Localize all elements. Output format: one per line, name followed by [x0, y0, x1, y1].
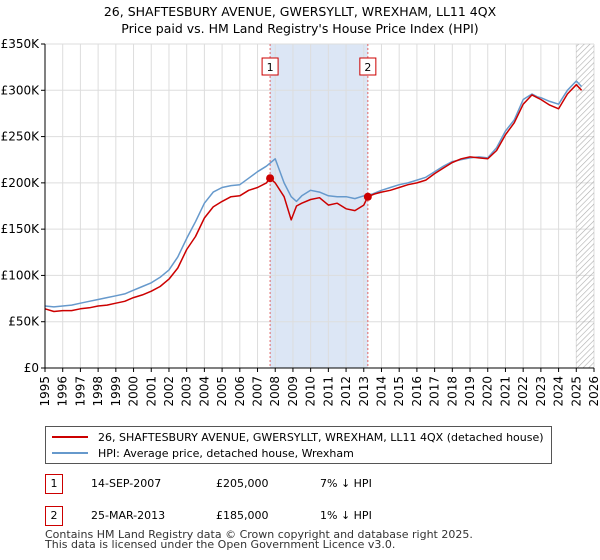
sale-price: £185,000	[216, 509, 269, 522]
x-tick-label: 2019	[463, 376, 477, 407]
chart-legend: 26, SHAFTESBURY AVENUE, GWERSYLLT, WREXH…	[45, 426, 552, 464]
table-row: 1 14-SEP-2007 £205,000 7% ↓ HPI	[45, 474, 445, 494]
sale-marker-box	[261, 57, 279, 76]
price-chart: 1 2 £0 £50K £100K £150K £200K £250K £300K £350K 1…	[1, 37, 600, 407]
sale-marker-box	[359, 57, 377, 76]
x-tick-label: 2023	[534, 376, 548, 407]
hpi-line	[44, 80, 583, 308]
sale-price: £205,000	[216, 477, 269, 490]
sale-marker-label: 2	[364, 61, 371, 74]
x-tick-label: 2008	[268, 376, 282, 407]
legend-item-property: 26, SHAFTESBURY AVENUE, GWERSYLLT, WREXH…	[52, 429, 544, 445]
footer-attribution: Contains HM Land Registry data © Crown c…	[45, 528, 473, 551]
y-tick-label: £50K	[8, 315, 40, 329]
legend-item-hpi: HPI: Average price, detached house, Wrex…	[52, 445, 354, 461]
x-tick-label: 2021	[498, 376, 512, 407]
sale-badge: 1	[45, 474, 63, 494]
x-tick-label: 1997	[73, 376, 87, 407]
x-tick-label: 2010	[304, 376, 318, 407]
legend-label-hpi: HPI: Average price, detached house, Wrex…	[98, 446, 354, 460]
x-tick-label: 1995	[38, 376, 52, 407]
x-tick-label: 2016	[410, 376, 424, 407]
x-tick-label: 1996	[56, 376, 70, 407]
sale-badge: 2	[45, 506, 63, 526]
x-tick-label: 2015	[392, 376, 406, 407]
y-tick-label: £200K	[1, 176, 41, 190]
sale-hpi-diff: 7% ↓ HPI	[320, 477, 372, 490]
x-tick-label: 2009	[286, 376, 300, 407]
property-price-line	[44, 83, 583, 313]
legend-swatch-hpi	[52, 452, 88, 454]
x-tick-label: 2012	[339, 376, 353, 407]
sale-date: 14-SEP-2007	[91, 477, 162, 490]
x-tick-label: 2020	[481, 376, 495, 407]
footer-line-2: This data is licensed under the Open Gov…	[45, 538, 396, 551]
x-tick-label: 2014	[374, 376, 388, 407]
x-tick-label: 2007	[251, 376, 265, 407]
x-tick-label: 2005	[215, 376, 229, 407]
x-tick-label: 2013	[357, 376, 371, 407]
table-row: 2 25-MAR-2013 £185,000 1% ↓ HPI	[45, 506, 445, 526]
x-tick-label: 2011	[321, 376, 335, 407]
footer-line-1: Contains HM Land Registry data © Crown c…	[45, 528, 473, 541]
x-tick-label: 2000	[127, 376, 141, 407]
x-tick-label: 1998	[91, 376, 105, 407]
x-tick-label: 1999	[109, 376, 123, 407]
y-tick-label: £300K	[1, 83, 41, 97]
y-tick-label: £250K	[1, 130, 41, 144]
hatched-region	[576, 44, 594, 368]
y-tick-label: £0	[24, 361, 39, 375]
title-line-1: 26, SHAFTESBURY AVENUE, GWERSYLLT, WREXH…	[103, 4, 497, 19]
chart-title: 26, SHAFTESBURY AVENUE, GWERSYLLT, WREXH…	[0, 3, 600, 37]
legend-label-property: 26, SHAFTESBURY AVENUE, GWERSYLLT, WREXH…	[98, 430, 544, 444]
sale-point	[363, 192, 372, 201]
shaded-period	[270, 44, 368, 368]
x-tick-label: 2017	[428, 376, 442, 407]
x-tick-label: 2003	[180, 376, 194, 407]
x-tick-label: 2002	[162, 376, 176, 407]
x-tick-label: 2018	[445, 376, 459, 407]
x-tick-label: 2025	[569, 376, 583, 407]
x-tick-label: 2004	[197, 376, 211, 407]
sale-marker-label: 1	[267, 61, 274, 74]
sale-point	[266, 174, 275, 183]
legend-swatch-property	[52, 436, 88, 438]
x-tick-label: 2024	[552, 376, 566, 407]
x-tick-label: 2001	[144, 376, 158, 407]
y-tick-label: £150K	[1, 222, 41, 236]
x-tick-label: 2022	[516, 376, 530, 407]
y-tick-label: £350K	[1, 37, 41, 51]
x-tick-label: 2026	[587, 376, 600, 407]
x-tick-label: 2006	[233, 376, 247, 407]
title-line-2: Price paid vs. HM Land Registry's House …	[121, 21, 479, 36]
sale-hpi-diff: 1% ↓ HPI	[320, 509, 372, 522]
sale-date: 25-MAR-2013	[91, 509, 166, 522]
y-tick-label: £100K	[1, 268, 41, 282]
